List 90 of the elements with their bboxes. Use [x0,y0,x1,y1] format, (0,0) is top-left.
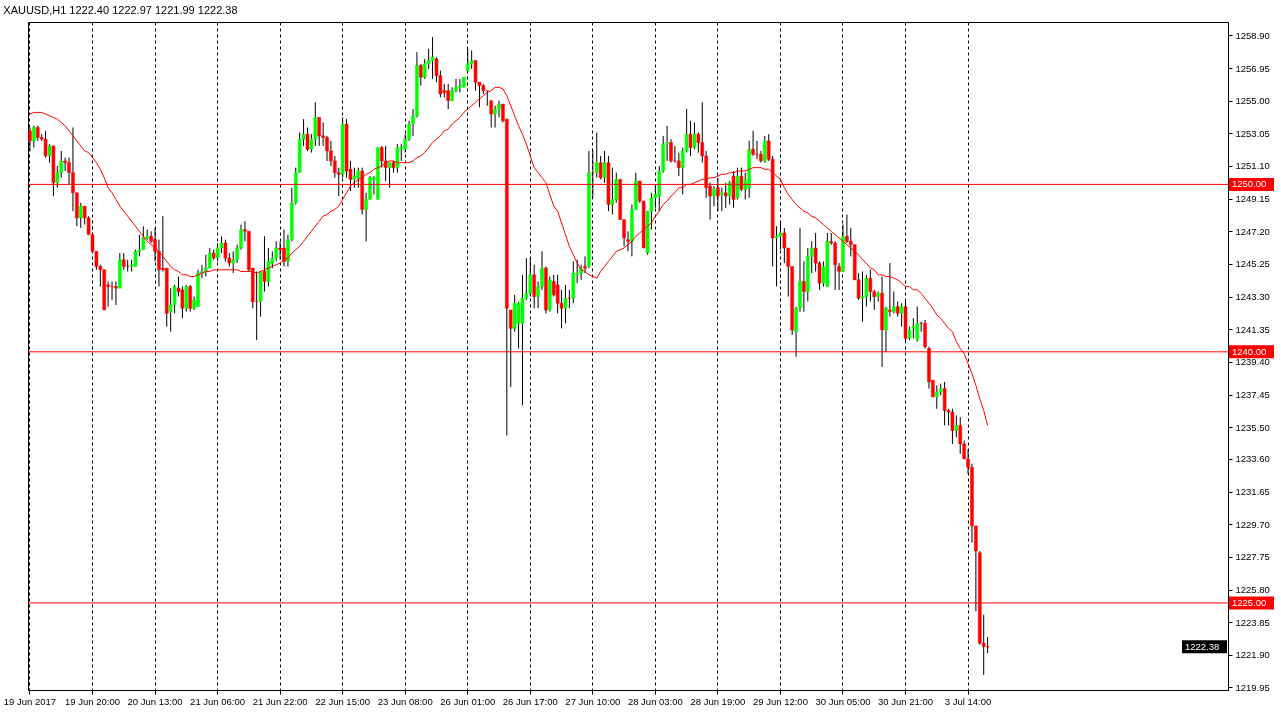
candlestick [223,239,228,262]
candlestick [868,269,873,303]
x-tick-label: 20 Jun 13:00 [127,695,183,707]
candlestick [735,167,740,200]
candlestick [352,167,357,189]
candlestick [692,121,697,150]
x-tick-label: 21 Jun 06:00 [190,695,246,707]
x-tick-label: 27 Jun 10:00 [565,695,621,707]
candlestick [954,414,959,438]
ref-line-label: 1240.00 [1232,345,1267,357]
x-tick-label: 28 Jun 03:00 [627,695,683,707]
x-tick-label: 21 Jun 22:00 [252,695,308,707]
y-tick-label: 1237.45 [1235,389,1270,401]
y-tick-label: 1241.35 [1235,323,1270,335]
ref-line-label: 1250.00 [1232,178,1267,190]
y-tick-label: 1258.90 [1235,29,1270,41]
candlestick [860,270,865,323]
candlestick [751,130,755,157]
candlestick [516,301,521,349]
x-tick-label: 30 Jun 21:00 [878,695,933,707]
candlestick [317,116,321,147]
candlestick [188,284,192,313]
candlestick [356,167,361,189]
candlestick [458,78,462,93]
candlestick [602,150,607,184]
candlestick [763,135,767,164]
candlestick [563,284,568,324]
y-tick-label: 1231.65 [1235,486,1270,498]
chart-title: XAUUSD,H1 1222.40 1222.97 1221.99 1222.38 [3,4,238,16]
candlestick [469,49,474,70]
y-tick-label: 1221.90 [1235,649,1270,661]
y-tick-label: 1255.00 [1235,95,1270,107]
candlestick [712,185,716,207]
x-tick-label: 19 Jun 20:00 [65,695,120,707]
candlestick [110,281,114,301]
x-tick-label: 30 Jun 05:00 [815,695,871,707]
candlestick [262,235,267,293]
x-tick-label: 23 Jun 08:00 [377,695,433,707]
candlestick [254,270,259,341]
candlestick [688,120,693,157]
candlestick [673,145,677,164]
candlestick [32,125,36,149]
x-tick-label: 19 Jun 2017 [3,695,57,707]
y-tick-label: 1233.60 [1235,453,1270,465]
y-tick-label: 1253.05 [1235,127,1270,139]
y-tick-label: 1245.25 [1235,258,1270,270]
x-tick-label: 28 Jun 19:00 [690,695,746,707]
x-tick-label: 29 Jun 12:00 [752,695,808,707]
candlestick [204,254,208,277]
annotation: 1222.38 [1185,640,1220,652]
y-tick-label: 1256.95 [1235,62,1270,74]
candlestick [782,227,787,264]
candlestick [430,36,435,80]
candlestick [720,187,724,212]
y-tick-label: 1229.70 [1235,518,1270,530]
x-tick-label: 22 Jun 15:00 [315,695,371,707]
candlestick [911,317,916,339]
candlestick [610,167,615,216]
candlestick [282,229,286,267]
y-tick-label: 1219.95 [1235,681,1270,693]
candlestick [567,289,572,309]
ref-line-label: 1225.00 [1232,596,1267,608]
x-tick-label: 3 Jul 14:00 [944,695,992,707]
candlestick [446,83,450,110]
y-tick-label: 1243.30 [1235,291,1270,303]
y-tick-label: 1251.10 [1235,160,1270,172]
candlestick [935,384,939,410]
candlestick [47,143,52,164]
candlestick [493,105,497,128]
candlestick [727,180,732,205]
y-tick-label: 1235.50 [1235,421,1270,433]
candlestick [915,306,919,343]
y-tick-label: 1225.80 [1235,584,1270,596]
candlestick [802,260,806,313]
candlestick [774,225,779,288]
candlestick [168,287,173,333]
y-tick-label: 1223.85 [1235,616,1270,628]
candlestick [985,636,990,654]
x-tick-label: 26 Jun 01:00 [440,695,496,707]
y-tick-label: 1239.40 [1235,356,1270,368]
y-tick-label: 1247.20 [1235,225,1270,237]
y-tick-label: 1249.15 [1235,193,1270,205]
y-tick-label: 1227.75 [1235,551,1270,563]
candlestick [79,202,83,229]
candlestick [755,140,759,160]
x-tick-label: 26 Jun 17:00 [502,695,558,707]
candlestick [923,319,927,349]
candlestick [888,262,892,318]
candlestick [419,63,423,87]
candlestick [114,281,118,306]
